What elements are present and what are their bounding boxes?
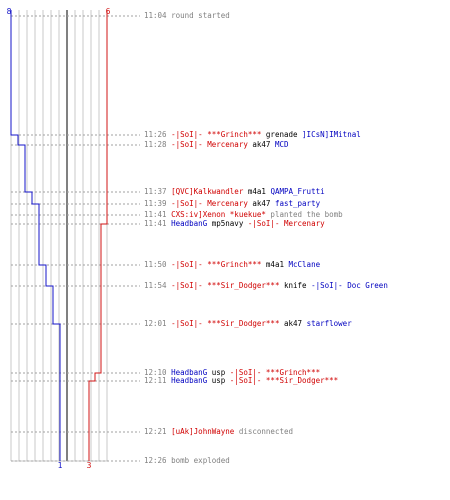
event-text: -|SoI|- Doc Green: [311, 281, 388, 290]
event-time: 12:11: [144, 376, 172, 385]
t-alive-line: [88, 10, 108, 461]
event-text: mp5navy: [207, 219, 248, 228]
event-text: MCD: [274, 140, 289, 149]
event-text: -|SoI|- ***Sir_Dodger***: [171, 319, 280, 328]
event-row: 11:26 -|SoI|- ***Grinch*** grenade ]ICsN…: [144, 130, 361, 139]
event-text: fast_party: [274, 199, 321, 208]
event-text: planted the bomb: [265, 210, 343, 219]
event-row: 11:39 -|SoI|- Mercenary ak47 fast_party: [144, 199, 320, 208]
event-time: 12:26: [144, 456, 172, 465]
event-text: disconnected: [234, 427, 294, 436]
event-text: -|SoI|- ***Grinch***: [171, 260, 262, 269]
event-row: 11:54 -|SoI|- ***Sir_Dodger*** knife -|S…: [144, 281, 388, 290]
event-time: 11:04: [144, 11, 172, 20]
event-row: 12:11 HeadbanG usp -|SoI|- ***Sir_Dodger…: [144, 376, 338, 385]
event-row: 11:37 [QVC]Kalkwandler m4a1 QAMPA_Frutti: [144, 187, 325, 196]
event-text: -|SoI|- ***Grinch***: [171, 130, 262, 139]
event-text: HeadbanG: [171, 376, 208, 385]
event-row: 12:21 [uAk]JohnWayne disconnected: [144, 427, 293, 436]
t-end-count: 3: [87, 461, 92, 470]
event-time: 11:28: [144, 140, 172, 149]
event-text: ak47: [279, 319, 307, 328]
event-row: 12:26 bomb exploded: [144, 456, 230, 465]
event-text: -|SoI|- Mercenary: [247, 219, 325, 228]
event-text: -|SoI|- Mercenary: [171, 140, 248, 149]
event-row: 11:04 round started: [144, 11, 230, 20]
event-text: ak47: [247, 199, 275, 208]
event-time: 11:39: [144, 199, 172, 208]
ct-end-count: 1: [58, 461, 63, 470]
event-time: 11:37: [144, 187, 172, 196]
event-time: 11:41: [144, 219, 172, 228]
event-text: HeadbanG: [171, 368, 208, 377]
event-time: 11:26: [144, 130, 172, 139]
event-text: bomb exploded: [171, 456, 230, 465]
event-row: 11:28 -|SoI|- Mercenary ak47 MCD: [144, 140, 289, 149]
event-row: 12:10 HeadbanG usp -|SoI|- ***Grinch***: [144, 368, 320, 377]
event-time: 12:21: [144, 427, 172, 436]
t-start-count: 6: [106, 7, 111, 16]
event-text: usp: [207, 376, 230, 385]
event-time: 12:01: [144, 319, 172, 328]
ct-start-count: 8: [7, 7, 12, 16]
event-time: 12:10: [144, 368, 172, 377]
event-text: HeadbanG: [171, 219, 208, 228]
event-text: -|SoI|- ***Sir_Dodger***: [229, 376, 339, 385]
event-text: -|SoI|- ***Grinch***: [229, 368, 321, 377]
event-row: 11:50 -|SoI|- ***Grinch*** m4a1 McClane: [144, 260, 320, 269]
event-text: usp: [207, 368, 230, 377]
event-row: 11:41 CXS:iv]Xenon *kuekue* planted the …: [144, 210, 343, 219]
event-text: round started: [171, 11, 230, 20]
event-row: 11:41 HeadbanG mp5navy -|SoI|- Mercenary: [144, 219, 325, 228]
event-time: 11:41: [144, 210, 172, 219]
event-text: -|SoI|- ***Sir_Dodger***: [171, 281, 280, 290]
event-row: 12:01 -|SoI|- ***Sir_Dodger*** ak47 star…: [144, 319, 352, 328]
event-text: [uAk]JohnWayne: [171, 427, 235, 436]
event-text: m4a1: [261, 260, 289, 269]
event-text: starflower: [306, 319, 352, 328]
event-text: ak47: [247, 140, 275, 149]
event-time: 11:50: [144, 260, 172, 269]
ct-alive-line: [10, 10, 61, 461]
event-text: ]ICsN]IMitnal: [302, 130, 361, 139]
event-text: grenade: [261, 130, 303, 139]
event-text: -|SoI|- Mercenary: [171, 199, 248, 208]
event-text: m4a1: [243, 187, 271, 196]
event-text: [QVC]Kalkwandler: [171, 187, 244, 196]
event-text: knife: [279, 281, 312, 290]
event-time: 11:54: [144, 281, 172, 290]
event-text: McClane: [288, 260, 321, 269]
event-text: QAMPA_Frutti: [270, 187, 325, 196]
event-text: CXS:iv]Xenon *kuekue*: [171, 210, 266, 219]
